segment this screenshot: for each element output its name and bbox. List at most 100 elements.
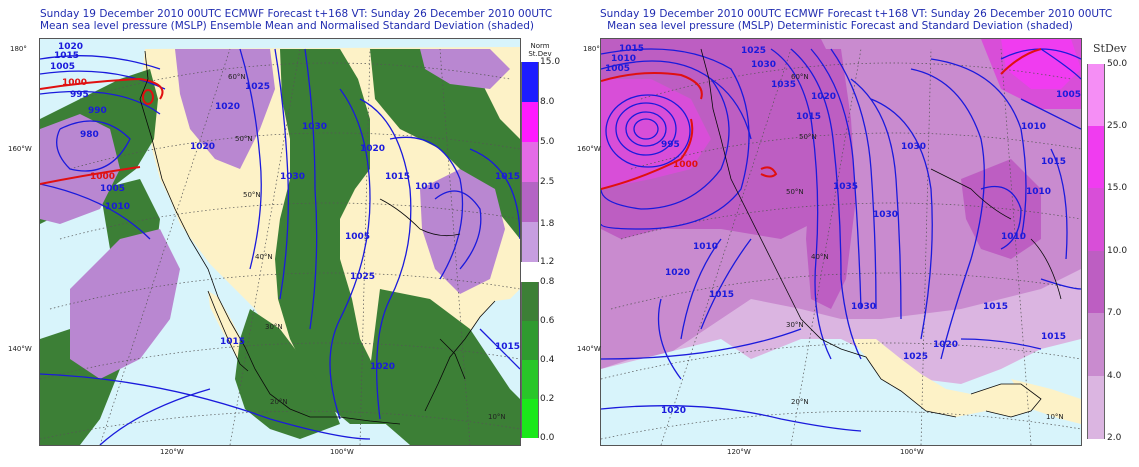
left-isobar-label: 1015 xyxy=(495,342,520,352)
left-legend-label: 5.0 xyxy=(540,137,555,147)
left-legend-swatch xyxy=(522,142,538,182)
left-isobar-1000 xyxy=(40,77,164,185)
right-graticule xyxy=(601,48,1081,445)
right-isobar-label: 1015 xyxy=(1041,332,1066,342)
left-lat-label: 50°N xyxy=(243,191,261,199)
right-legend-swatch xyxy=(1088,313,1104,376)
right-isobar-label: 1010 xyxy=(693,242,718,252)
left-lat-label: 10°N xyxy=(488,413,506,421)
left-edge-140w: 140°W xyxy=(8,345,32,353)
left-isobar-label: 1005 xyxy=(50,62,75,72)
right-isobar-label: 1025 xyxy=(741,46,766,56)
right-land xyxy=(851,339,1041,417)
right-legend-swatch xyxy=(1088,188,1104,251)
left-title-line1: Sunday 19 December 2010 00UTC ECMWF Fore… xyxy=(40,8,553,20)
right-edge-100w: 100°W xyxy=(900,448,924,456)
right-lat-label: 10°N xyxy=(1046,413,1064,421)
right-isobar-label: 1015 xyxy=(619,44,644,54)
right-lat-label: 50°N xyxy=(786,188,804,196)
left-graticule xyxy=(40,48,520,445)
left-edge-100w: 100°W xyxy=(330,448,354,456)
left-lat-label: 50°N xyxy=(235,135,253,143)
left-purple-southwest xyxy=(70,229,180,379)
left-isobar-label: 1010 xyxy=(415,182,440,192)
left-legend-swatch xyxy=(522,62,538,102)
left-edge-120w: 120°W xyxy=(160,448,184,456)
left-legend-bar-lower xyxy=(521,282,539,438)
right-isobar-label: 1015 xyxy=(983,302,1008,312)
right-legend-title: StDev xyxy=(1093,42,1127,55)
left-isobar-label: 1005 xyxy=(100,184,125,194)
right-legend-label: 50.0 xyxy=(1107,59,1128,69)
left-legend-swatch xyxy=(522,399,538,438)
right-legend-swatch xyxy=(1088,251,1104,313)
left-purple-east xyxy=(420,169,505,294)
left-isobar-label: 1000 xyxy=(62,78,87,88)
right-title-line2: Mean sea level pressure (MSLP) Determini… xyxy=(607,20,1073,32)
right-isobar-1000 xyxy=(601,48,1042,190)
right-isobar-label: 1015 xyxy=(796,112,821,122)
right-edge-160w: 160°W xyxy=(577,145,601,153)
left-isobar-label: 1030 xyxy=(280,172,305,182)
right-spread-central xyxy=(801,49,856,309)
left-edge-180: 180° xyxy=(10,45,27,53)
left-isobar-label: 1020 xyxy=(58,42,83,52)
left-lat-label: 20°N xyxy=(270,398,288,406)
left-legend-label: 0.4 xyxy=(540,355,555,365)
right-spread-east xyxy=(961,159,1041,259)
right-map-canvas: 1015 1010 1005 1025 1030 1035 1015 1020 … xyxy=(601,39,1081,445)
right-isobar-label: 1015 xyxy=(709,290,734,300)
right-land-caribbean xyxy=(1011,379,1081,424)
right-coastline xyxy=(700,48,1062,418)
right-isobar-label: 1015 xyxy=(1041,157,1066,167)
left-legend-label: 0.6 xyxy=(540,316,555,326)
left-legend-swatch xyxy=(522,321,538,360)
left-edge-160w: 160°W xyxy=(8,145,32,153)
left-coastline xyxy=(139,50,496,425)
left-legend-label: 1.8 xyxy=(540,219,555,229)
left-isobar-label: 1030 xyxy=(302,122,327,132)
right-isobar-label: 1005 xyxy=(605,64,630,74)
left-legend-label: 0.8 xyxy=(540,277,555,287)
left-isobar-label: 1015 xyxy=(220,337,245,347)
left-isobar-label: 1015 xyxy=(54,51,79,61)
left-green-southeast xyxy=(370,289,520,445)
right-title-line1: Sunday 19 December 2010 00UTC ECMWF Fore… xyxy=(600,8,1113,20)
right-isobar-label: 1010 xyxy=(1026,187,1051,197)
left-isobar-label: 1015 xyxy=(495,172,520,182)
right-legend-bar xyxy=(1087,64,1105,439)
right-lat-label: 50°N xyxy=(799,133,817,141)
left-green-central xyxy=(275,49,400,424)
right-legend-swatch xyxy=(1088,376,1104,439)
right-legend-label: 4.0 xyxy=(1107,371,1122,381)
right-isobar-label: 1020 xyxy=(933,340,958,350)
right-isobar-label: 995 xyxy=(661,140,680,150)
left-isobar-label: 1025 xyxy=(245,82,270,92)
right-isobar-label: 1000 xyxy=(673,160,698,170)
left-isobar-label: 995 xyxy=(70,90,89,100)
left-map: 1020 1015 1005 1000 995 990 980 1000 100… xyxy=(39,38,521,446)
right-ocean-bottom xyxy=(601,359,1081,445)
right-isobar-label: 1030 xyxy=(751,60,776,70)
right-isobar-label: 1030 xyxy=(873,210,898,220)
left-green-mexico xyxy=(235,309,340,439)
right-lat-label: 30°N xyxy=(786,321,804,329)
left-legend-swatch xyxy=(522,102,538,142)
left-isobar-label: 1020 xyxy=(215,102,240,112)
right-isobar-label: 1030 xyxy=(851,302,876,312)
right-isobar-label: 1035 xyxy=(833,182,858,192)
right-isobar-label: 1005 xyxy=(1056,90,1081,100)
left-legend-label: 0.0 xyxy=(540,433,555,443)
right-legend-swatch xyxy=(1088,64,1104,126)
right-isobar-label: 1010 xyxy=(1001,232,1026,242)
right-lat-label: 60°N xyxy=(791,73,809,81)
left-legend-swatch xyxy=(522,282,538,321)
left-isobars xyxy=(40,48,520,445)
right-legend-label: 15.0 xyxy=(1107,183,1128,193)
left-legend-label: 0.2 xyxy=(540,394,555,404)
right-edge-180: 180° xyxy=(583,45,600,53)
left-lat-label: 60°N xyxy=(228,73,246,81)
left-legend-swatch xyxy=(522,222,538,262)
left-isobar-label: 1005 xyxy=(345,232,370,242)
left-legend-label: 1.2 xyxy=(540,257,555,267)
